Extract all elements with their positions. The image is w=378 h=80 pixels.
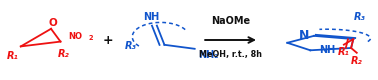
Text: R₂: R₂ [57, 49, 70, 59]
Text: O: O [48, 18, 57, 28]
Text: NH₂: NH₂ [198, 50, 219, 60]
Text: R₁: R₁ [6, 51, 19, 61]
Text: MeOH, r.t., 8h: MeOH, r.t., 8h [199, 50, 262, 59]
Text: R₃: R₃ [124, 41, 136, 51]
Text: R₁: R₁ [338, 47, 350, 57]
Text: NH: NH [143, 12, 159, 22]
Text: +: + [102, 34, 113, 46]
Text: 2: 2 [89, 35, 93, 41]
Text: R₃: R₃ [353, 12, 365, 22]
Text: NO: NO [68, 32, 82, 41]
Text: N: N [299, 29, 310, 42]
Text: NaOMe: NaOMe [211, 16, 250, 26]
Text: NH: NH [319, 45, 335, 55]
Text: R₂: R₂ [351, 56, 363, 66]
